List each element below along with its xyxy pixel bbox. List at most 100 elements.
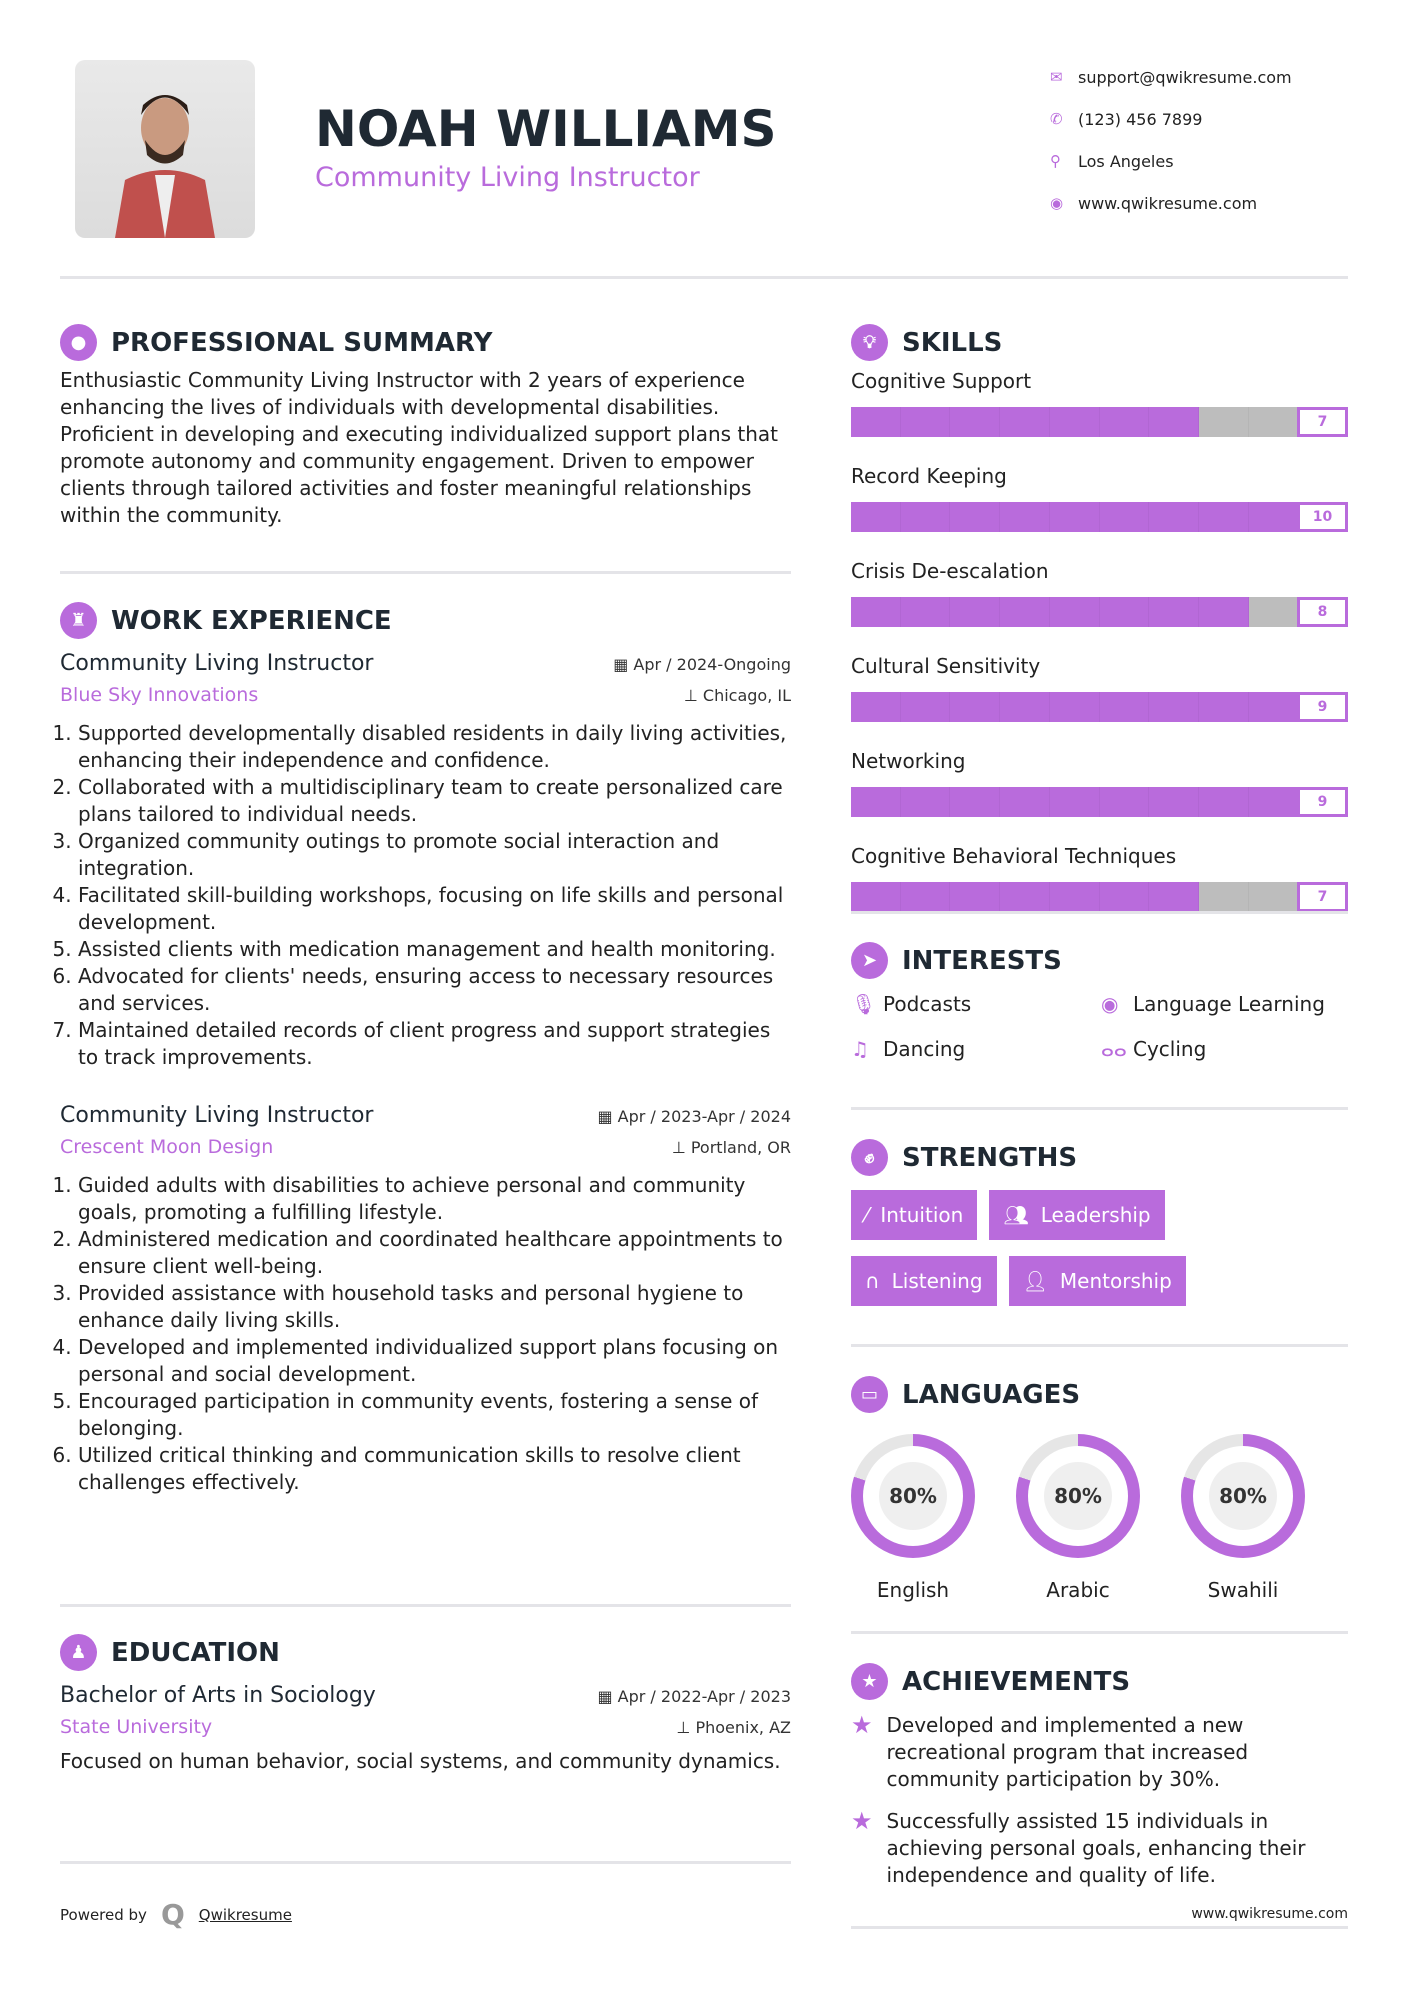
skill-bar-segment	[1049, 502, 1100, 532]
skill-bar-segment	[950, 882, 1001, 912]
skill-bar-segment	[1049, 692, 1100, 722]
skill-bar-segment	[1000, 787, 1050, 817]
skill-bar-segment	[1000, 597, 1050, 627]
strength-chip: 👤︎ Mentorship	[1008, 1256, 1186, 1306]
education-date: ▦ Apr / 2022-Apr / 2023	[597, 1687, 791, 1706]
strengths-heading-text: STRENGTHS	[902, 1142, 1078, 1173]
education-heading: ♟ EDUCATION	[60, 1634, 791, 1671]
skill-bar-segment	[851, 407, 901, 437]
language-percent: 80%	[1044, 1462, 1112, 1530]
bullet: Advocated for clients' needs, ensuring a…	[78, 963, 791, 1017]
skills-heading: 💡︎ SKILLS	[851, 324, 1348, 361]
job-date-text: Apr / 2023-Apr / 2024	[617, 1107, 791, 1126]
candidate-title: Community Living Instructor	[315, 162, 700, 193]
school-name: State University	[60, 1716, 213, 1738]
skill-bar-segment	[1248, 692, 1299, 722]
skill-bar-segment	[900, 407, 951, 437]
skill-label: Cultural Sensitivity	[851, 654, 1041, 678]
headphones-icon: ∩	[865, 1269, 880, 1293]
map-pin-icon: ⚲	[1050, 152, 1061, 170]
strength-label: Mentorship	[1059, 1269, 1172, 1293]
skill-bar-segment	[950, 597, 1001, 627]
candidate-name: NOAH WILLIAMS	[315, 100, 777, 158]
skill-bar-segment	[900, 787, 951, 817]
calendar-icon: ▦	[597, 1107, 618, 1126]
header-divider	[60, 276, 1348, 279]
skill-bar-segment	[1198, 502, 1249, 532]
skill-bar-segment	[900, 692, 951, 722]
education-location-text: Phoenix, AZ	[695, 1718, 791, 1737]
envelope-icon: ✉	[1050, 68, 1063, 86]
work-section: ♜ WORK EXPERIENCE Community Living Instru…	[60, 602, 791, 1496]
skill-value: 10	[1297, 502, 1348, 532]
skill-bar-segment	[1149, 692, 1199, 722]
skill-bar-segment	[1099, 502, 1150, 532]
bullet: Assisted clients with medication managem…	[78, 936, 791, 963]
achievements-heading-text: ACHIEVEMENTS	[902, 1666, 1131, 1697]
summary-heading: ● PROFESSIONAL SUMMARY	[60, 324, 791, 361]
bullet: Provided assistance with household tasks…	[78, 1280, 791, 1334]
strengths-heading: ✊︎ STRENGTHS	[851, 1139, 1348, 1176]
education-section: ♟ EDUCATION Bachelor of Arts in Sociology…	[60, 1634, 791, 1775]
skill-bar-segment	[1049, 597, 1100, 627]
divider	[60, 1604, 791, 1607]
star-badge-icon: ★	[851, 1663, 888, 1700]
music-icon: ♫	[851, 1036, 869, 1061]
work-heading-text: WORK EXPERIENCE	[111, 605, 392, 636]
summary-section: ● PROFESSIONAL SUMMARY Enthusiastic Commu…	[60, 324, 791, 529]
skill-bar-segment	[1149, 407, 1199, 437]
strength-chip: 👥︎ Leadership	[989, 1190, 1165, 1240]
skill-bar-segment	[1000, 407, 1050, 437]
users-icon: 👥︎	[1003, 1203, 1029, 1227]
skill-bar-segment	[1198, 692, 1249, 722]
skill-bar: 9	[851, 787, 1349, 817]
skill-bar: 10	[851, 502, 1349, 532]
skills-list: Cognitive Support 7 Record Keeping 10 Crisis…	[851, 365, 1349, 912]
lightbulb-icon: 💡︎	[851, 324, 888, 361]
user-plus-icon: 👤︎	[1022, 1269, 1048, 1293]
languages-heading: ▭ LANGUAGES	[851, 1376, 1348, 1413]
skill-bar-segment	[851, 787, 901, 817]
job-bullets: Supported developmentally disabled resid…	[60, 720, 791, 1071]
summary-text: Enthusiastic Community Living Instructor…	[60, 368, 779, 527]
bullet: Organized community outings to promote s…	[78, 828, 791, 882]
skill-bar: 7	[851, 882, 1349, 912]
language-donut: 80%	[1181, 1434, 1305, 1558]
skill-bar-segment	[1149, 787, 1199, 817]
divider	[851, 1344, 1348, 1347]
qwikresume-link[interactable]: Qwikresume	[198, 1905, 292, 1924]
bullet: Collaborated with a multidisciplinary te…	[78, 774, 791, 828]
achievements-heading: ★ ACHIEVEMENTS	[851, 1663, 1348, 1700]
skill-label: Networking	[851, 749, 966, 773]
skill-value: 9	[1297, 692, 1348, 722]
skill-bar-segment	[900, 597, 951, 627]
qwikresume-logo-icon: Q	[160, 1898, 185, 1931]
language-label: Swahili	[1207, 1578, 1279, 1602]
skill-bar-segment	[851, 597, 901, 627]
skill-bar-segment	[1198, 787, 1249, 817]
contact-phone[interactable]: ✆ (123) 456 7899	[1050, 98, 1292, 140]
language-item: 80% Swahili	[1181, 1434, 1305, 1602]
footer-url[interactable]: www.qwikresume.com	[1191, 1906, 1348, 1922]
skill-bar-segment	[1099, 787, 1150, 817]
graduate-icon: ♟	[60, 1634, 97, 1671]
language-label: Arabic	[1046, 1578, 1110, 1602]
strength-chip: ⁄ Intuition	[851, 1190, 978, 1240]
skill-bar-segment	[1049, 407, 1100, 437]
strength-chip: ∩ Listening	[851, 1256, 997, 1306]
strength-label: Intuition	[880, 1203, 964, 1227]
degree: Bachelor of Arts in Sociology	[60, 1683, 376, 1708]
skill-bar: 9	[851, 692, 1349, 722]
contact-email[interactable]: ✉ support@qwikresume.com	[1050, 56, 1292, 98]
contact-website[interactable]: ◉ www.qwikresume.com	[1050, 182, 1292, 224]
interests-heading: ➤ INTERESTS	[851, 942, 1348, 979]
calendar-icon: ▦	[613, 655, 634, 674]
phone-icon: ✆	[1050, 110, 1063, 128]
bullet: Developed and implemented individualized…	[78, 1334, 791, 1388]
strength-label: Leadership	[1040, 1203, 1151, 1227]
divider	[60, 1861, 791, 1864]
skill-bar-segment	[851, 692, 901, 722]
shooting-star-icon: ★	[851, 1807, 873, 1835]
globe-icon: ◉	[1101, 991, 1119, 1016]
achievement-text: Successfully assisted 15 individuals in …	[886, 1809, 1306, 1887]
